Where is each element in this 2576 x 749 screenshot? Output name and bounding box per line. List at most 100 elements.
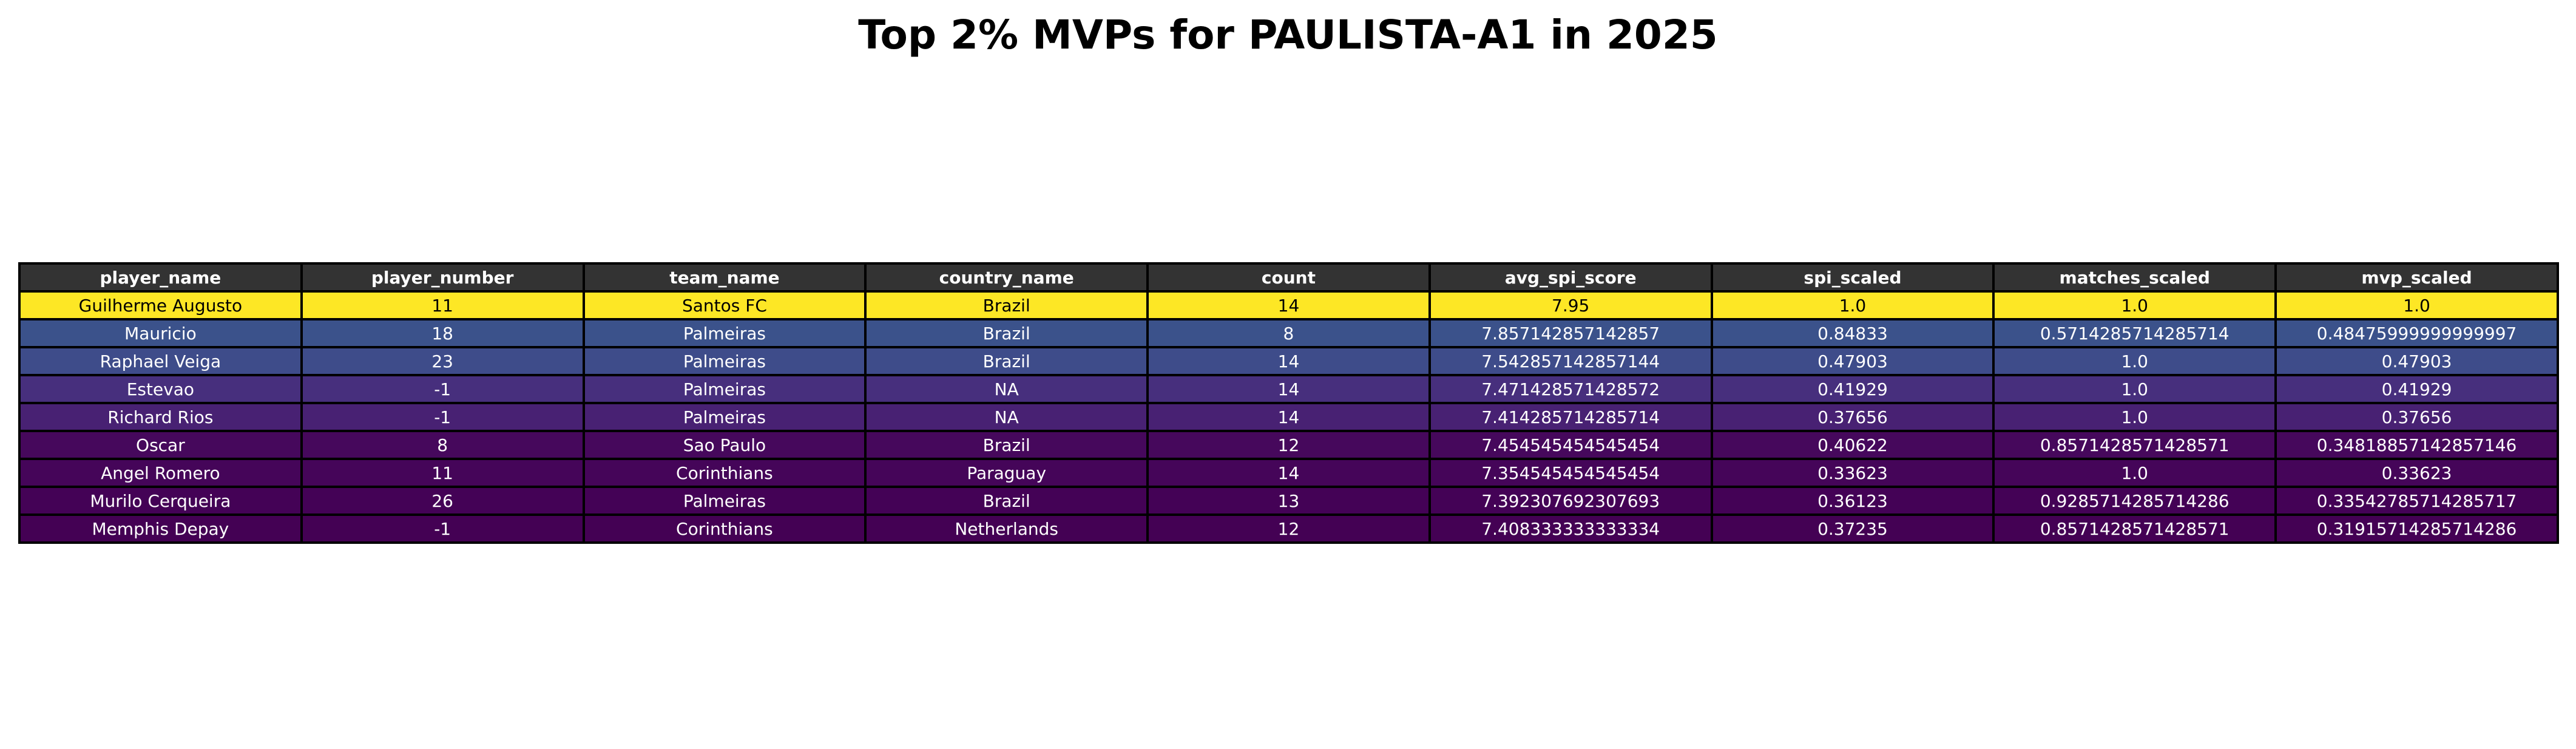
table-cell-mvp-scaled: 1.0 [2274,290,2559,320]
table-cell-player-name: Raphael Veiga [18,346,303,376]
table-cell-spi-scaled: 0.33623 [1710,458,1995,488]
table-row: Angel Romero 11 Corinthians Paraguay 14 7.354… [18,458,2559,488]
table-cell-team-name: Corinthians [582,513,867,544]
table-cell-matches-scaled: 1.0 [1992,458,2277,488]
table-cell-avg-spi-score: 7.95 [1428,290,1713,320]
table-cell-count: 8 [1146,318,1431,348]
table-cell-player-name: Richard Rios [18,402,303,432]
mvp-table: player_name player_number team_name country… [18,262,2559,544]
table-cell-country-name: Brazil [864,290,1149,320]
table-cell-team-name: Corinthians [582,458,867,488]
table-cell-count: 12 [1146,430,1431,460]
table-cell-team-name: Palmeiras [582,318,867,348]
table-cell-matches-scaled: 1.0 [1992,402,2277,432]
table-cell-mvp-scaled: 0.34818857142857146 [2274,430,2559,460]
table-cell-matches-scaled: 1.0 [1992,374,2277,404]
column-header-spi-scaled: spi_scaled [1710,262,1995,293]
table-cell-count: 13 [1146,486,1431,516]
table-cell-player-name: Oscar [18,430,303,460]
column-header-country-name: country_name [864,262,1149,293]
table-row: Mauricio 18 Palmeiras Brazil 8 7.857142857142… [18,318,2559,348]
table-cell-player-number: 11 [300,290,585,320]
table-row: Oscar 8 Sao Paulo Brazil 12 7.454545454545454… [18,430,2559,460]
table-cell-avg-spi-score: 7.354545454545454 [1428,458,1713,488]
table-cell-mvp-scaled: 0.47903 [2274,346,2559,376]
table-cell-player-number: 18 [300,318,585,348]
table-cell-mvp-scaled: 0.31915714285714286 [2274,513,2559,544]
table-row: Murilo Cerqueira 26 Palmeiras Brazil 13 7.392… [18,486,2559,516]
table-cell-country-name: Brazil [864,430,1149,460]
table-cell-country-name: Brazil [864,318,1149,348]
table-body: Guilherme Augusto 11 Santos FC Brazil 14 7.95… [18,290,2559,544]
table-cell-count: 14 [1146,346,1431,376]
table-cell-player-name: Mauricio [18,318,303,348]
table-header-row: player_name player_number team_name country… [18,262,2559,293]
table-cell-team-name: Palmeiras [582,486,867,516]
column-header-matches-scaled: matches_scaled [1992,262,2277,293]
table-cell-mvp-scaled: 0.33623 [2274,458,2559,488]
table-cell-avg-spi-score: 7.408333333333334 [1428,513,1713,544]
table-cell-country-name: Brazil [864,346,1149,376]
table-cell-team-name: Santos FC [582,290,867,320]
table-cell-matches-scaled: 1.0 [1992,346,2277,376]
column-header-team-name: team_name [582,262,867,293]
table-cell-spi-scaled: 0.47903 [1710,346,1995,376]
table-cell-team-name: Palmeiras [582,374,867,404]
table-cell-matches-scaled: 1.0 [1992,290,2277,320]
table-cell-avg-spi-score: 7.392307692307693 [1428,486,1713,516]
column-header-count: count [1146,262,1431,293]
column-header-player-name: player_name [18,262,303,293]
table-cell-country-name: Paraguay [864,458,1149,488]
table-cell-player-number: -1 [300,513,585,544]
table-cell-player-number: -1 [300,402,585,432]
table-cell-team-name: Sao Paulo [582,430,867,460]
table-cell-country-name: NA [864,374,1149,404]
table-cell-spi-scaled: 0.37656 [1710,402,1995,432]
table-cell-matches-scaled: 0.8571428571428571 [1992,430,2277,460]
table-cell-mvp-scaled: 0.41929 [2274,374,2559,404]
table-row: Memphis Depay -1 Corinthians Netherlands 12 7… [18,513,2559,544]
table-cell-player-number: 11 [300,458,585,488]
table-cell-player-name: Estevao [18,374,303,404]
table-cell-spi-scaled: 0.40622 [1710,430,1995,460]
table-cell-country-name: Brazil [864,486,1149,516]
table-cell-matches-scaled: 0.9285714285714286 [1992,486,2277,516]
table-cell-player-name: Guilherme Augusto [18,290,303,320]
table-cell-matches-scaled: 0.8571428571428571 [1992,513,2277,544]
table-cell-avg-spi-score: 7.542857142857144 [1428,346,1713,376]
column-header-avg-spi-score: avg_spi_score [1428,262,1713,293]
chart-title: Top 2% MVPs for PAULISTA-A1 in 2025 [858,12,1718,58]
table-cell-count: 14 [1146,458,1431,488]
table-cell-country-name: Netherlands [864,513,1149,544]
table-cell-spi-scaled: 0.36123 [1710,486,1995,516]
table-cell-count: 14 [1146,374,1431,404]
table-cell-matches-scaled: 0.5714285714285714 [1992,318,2277,348]
table-cell-mvp-scaled: 0.33542785714285717 [2274,486,2559,516]
table-cell-player-number: 26 [300,486,585,516]
table-cell-country-name: NA [864,402,1149,432]
table-cell-spi-scaled: 0.37235 [1710,513,1995,544]
table-row: Guilherme Augusto 11 Santos FC Brazil 14 7.95… [18,290,2559,320]
table-row: Raphael Veiga 23 Palmeiras Brazil 14 7.542857… [18,346,2559,376]
table-cell-avg-spi-score: 7.414285714285714 [1428,402,1713,432]
table-cell-mvp-scaled: 0.48475999999999997 [2274,318,2559,348]
column-header-player-number: player_number [300,262,585,293]
table-row: Richard Rios -1 Palmeiras NA 14 7.41428571428… [18,402,2559,432]
table-cell-spi-scaled: 0.84833 [1710,318,1995,348]
table-cell-count: 12 [1146,513,1431,544]
table-cell-spi-scaled: 1.0 [1710,290,1995,320]
table-cell-player-name: Murilo Cerqueira [18,486,303,516]
table-cell-team-name: Palmeiras [582,402,867,432]
table-cell-avg-spi-score: 7.857142857142857 [1428,318,1713,348]
table-cell-player-number: 23 [300,346,585,376]
table-cell-avg-spi-score: 7.454545454545454 [1428,430,1713,460]
table-cell-player-name: Angel Romero [18,458,303,488]
table-cell-count: 14 [1146,290,1431,320]
table-cell-spi-scaled: 0.41929 [1710,374,1995,404]
table-cell-player-number: -1 [300,374,585,404]
table-cell-count: 14 [1146,402,1431,432]
table-cell-player-number: 8 [300,430,585,460]
table-cell-mvp-scaled: 0.37656 [2274,402,2559,432]
table-cell-team-name: Palmeiras [582,346,867,376]
column-header-mvp-scaled: mvp_scaled [2274,262,2559,293]
